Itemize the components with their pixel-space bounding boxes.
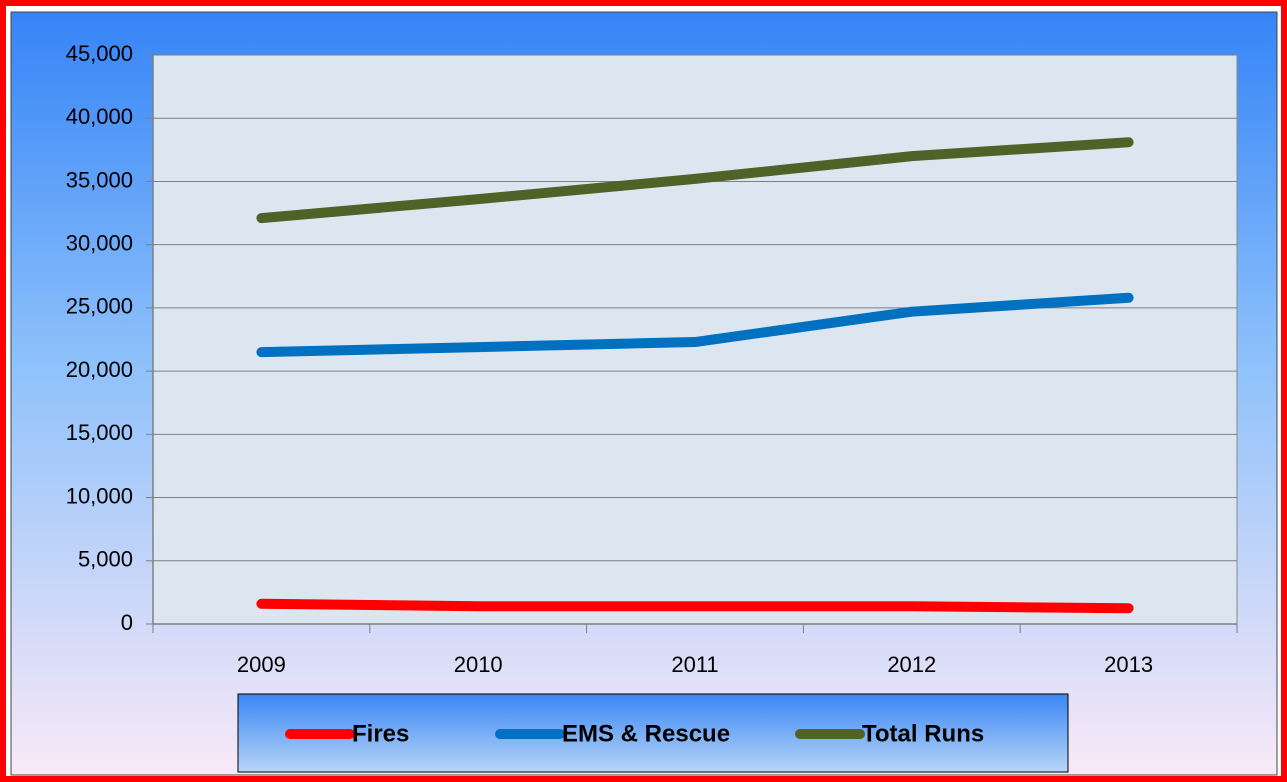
y-tick-label: 20,000	[66, 357, 133, 382]
series-line	[256, 137, 1134, 224]
y-tick-label: 5,000	[78, 547, 133, 572]
series-line	[256, 292, 1134, 358]
legend-box	[237, 693, 1069, 773]
x-tick-label: 2009	[237, 652, 286, 677]
y-tick-label: 0	[121, 610, 133, 635]
series-line	[256, 598, 1134, 614]
y-tick-label: 40,000	[66, 104, 133, 129]
y-tick-label: 30,000	[66, 230, 133, 255]
y-tick-label: 35,000	[66, 167, 133, 192]
y-tick-label: 10,000	[66, 483, 133, 508]
x-tick-label: 2013	[1104, 652, 1153, 677]
x-tick-label: 2010	[454, 652, 503, 677]
y-tick-label: 45,000	[66, 41, 133, 66]
legend-label: Total Runs	[862, 720, 984, 747]
legend-label: Fires	[352, 720, 409, 747]
y-tick-label: 25,000	[66, 294, 133, 319]
x-tick-label: 2012	[887, 652, 936, 677]
x-tick-label: 2011	[671, 652, 718, 677]
legend-label: EMS & Rescue	[562, 720, 730, 747]
y-tick-label: 15,000	[66, 420, 133, 445]
